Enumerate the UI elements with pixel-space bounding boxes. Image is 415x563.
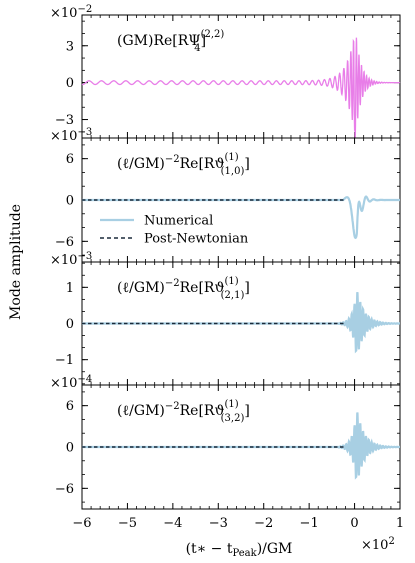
panel-4-label: (ℓ/GM)−2Re[Rϑ(1) (3,2)] (117, 399, 250, 424)
label-power: −2 (165, 278, 180, 289)
label-part: ] (201, 33, 206, 49)
label-sup: (1) (224, 399, 238, 410)
x-axis-exponent: ×102 (361, 536, 395, 553)
exponent-power: −2 (77, 4, 92, 15)
label-part: ] (244, 280, 249, 296)
y-tick-label: 0 (66, 441, 74, 456)
label-part: Re[Rϑ (180, 280, 225, 296)
label-power: −2 (165, 154, 180, 165)
label-sup: (1) (224, 152, 238, 163)
y-tick-label: 6 (66, 152, 74, 167)
legend-pn-label: Post-Newtonian (144, 232, 249, 247)
panel-2-exponent: ×10−3 (50, 127, 92, 144)
x-axis-label-sub: Peak (232, 548, 257, 559)
label-sub: (2,1) (221, 290, 245, 301)
exponent-base: ×10 (50, 376, 77, 391)
x-axis-label-main: (t∗ − t (186, 541, 233, 557)
y-axis-label: Mode amplitude (8, 204, 24, 320)
panel-4: −606×10−4(ℓ/GM)−2Re[Rϑ(1) (3,2)]−6 −5 −4 −3−… (50, 374, 404, 531)
series-psi4 (81, 37, 401, 139)
panel-1-exponent: ×10−2 (50, 4, 92, 21)
label-part: (ℓ/GM) (117, 403, 165, 419)
x-tick-label: −4 (163, 516, 182, 531)
panel-2: −606×10−3(ℓ/GM)−2Re[Rϑ(1) (1,0)]Numerical… (50, 127, 401, 263)
x-axis-label-tail: )/GM (257, 541, 293, 557)
exponent-base: ×10 (50, 6, 77, 21)
label-part: Re[Rϑ (180, 403, 225, 419)
y-tick-label: −6 (55, 482, 74, 497)
label-part: (ℓ/GM) (117, 156, 165, 172)
label-part: ] (244, 156, 249, 172)
y-tick-label: −3 (55, 113, 74, 128)
label-sub: (1,0) (221, 166, 245, 177)
exponent-power: −4 (77, 374, 92, 385)
y-tick-label: 0 (66, 317, 74, 332)
panel-3-exponent: ×10−3 (50, 251, 92, 268)
legend-numerical-label: Numerical (144, 214, 213, 229)
panel-3-label: (ℓ/GM)−2Re[Rϑ(1) (2,1)] (117, 276, 250, 301)
x-axis-exponent-power: 2 (388, 536, 394, 547)
panel-1: −3 0 3 ×10−2 (GM)Re[RΨ(2,2) 4] (50, 4, 401, 139)
y-tick-label: 6 (66, 399, 74, 414)
label-power: −2 (165, 401, 180, 412)
x-tick-label: −1 (300, 516, 319, 531)
label-sub: (3,2) (221, 413, 245, 424)
x-tick-label: −6 (72, 516, 91, 531)
label-part: (GM)Re[RΨ (117, 33, 201, 49)
exponent-power: −3 (77, 127, 92, 138)
y-tick-label: −6 (55, 235, 74, 250)
x-tick-label: −2 (254, 516, 273, 531)
panel-1-label: (GM)Re[RΨ(2,2) 4] (117, 29, 224, 54)
y-tick-label: 0 (66, 76, 74, 91)
panel-2-label: (ℓ/GM)−2Re[Rϑ(1) (1,0)] (117, 152, 250, 177)
exponent-base: ×10 (50, 253, 77, 268)
label-part: Re[Rϑ (180, 156, 225, 172)
panel-4-exponent: ×10−4 (50, 374, 92, 391)
label-sup: (2,2) (201, 29, 225, 40)
panels-group: −303×10−2(GM)Re[RΨ(2,2) 4]−606×10−3(ℓ/GM)… (50, 4, 404, 531)
label-sub: 4 (194, 43, 200, 54)
x-tick-label: −3 (209, 516, 228, 531)
x-axis-label: (t∗ − tPeak)/GM (186, 541, 293, 559)
label-sup: (1) (224, 276, 238, 287)
x-tick-label: 0 (350, 516, 358, 531)
exponent-base: ×10 (50, 129, 77, 144)
y-tick-label: 1 (66, 281, 74, 296)
x-tick-label: 1 (396, 516, 404, 531)
x-tick-label: −5 (118, 516, 137, 531)
y-tick-label: 0 (66, 194, 74, 209)
exponent-power: −3 (77, 251, 92, 262)
y-tick-label: −1 (55, 353, 74, 368)
panel-3: −1 0 1 ×10−3 (ℓ/GM)−2Re[Rϑ(1) (2,1)] (50, 251, 401, 386)
label-part: ] (244, 403, 249, 419)
y-tick-label: 3 (66, 39, 74, 54)
label-part: (ℓ/GM) (117, 280, 165, 296)
x-axis-exponent-base: ×10 (361, 538, 388, 553)
